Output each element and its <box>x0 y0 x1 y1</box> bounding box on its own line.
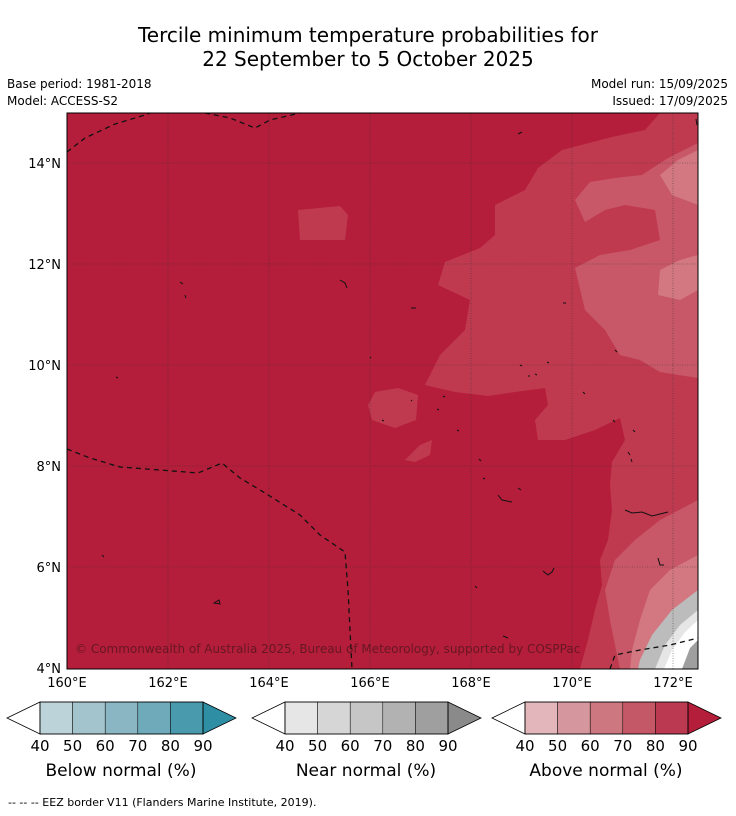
colorbar-above: 40 50 60 70 80 90 <box>491 701 722 755</box>
colorbar-above-segment <box>589 701 624 735</box>
lon-label-162e: 162°E <box>148 676 188 691</box>
lon-label-166e: 166°E <box>350 676 390 691</box>
model-name: Model: ACCESS-S2 <box>7 94 119 108</box>
near-normal-stripe <box>682 640 698 669</box>
lon-label-172e: 172°E <box>653 676 693 691</box>
above-normal-label: Above normal (%) <box>529 761 683 781</box>
gridlines <box>67 113 698 669</box>
lat-label-6n: 6°N <box>37 561 62 576</box>
colorbar-near-tick: 40 <box>275 737 294 755</box>
patch-80-central <box>368 388 418 428</box>
colorbar-near-tick: 90 <box>438 737 457 755</box>
colorbar-near-tick: 70 <box>373 737 392 755</box>
colorbar-below-segment <box>72 701 106 735</box>
patch-80-small <box>405 440 432 462</box>
model-run: Model run: 15/09/2025 <box>590 77 728 91</box>
colorbar-below-tick: 80 <box>161 737 180 755</box>
lat-label-14n: 14°N <box>28 157 61 172</box>
colorbar-below-segment <box>137 701 171 735</box>
colorbar-near-segment <box>382 701 416 735</box>
colorbar-below: 40 50 60 70 80 90 <box>6 701 237 755</box>
colorbar-below-segment <box>39 701 73 735</box>
colorbar-below-segment <box>104 701 139 735</box>
colorbar-near-segment <box>415 701 449 735</box>
base-period: Base period: 1981-2018 <box>7 77 152 91</box>
colorbar-above-tick: 70 <box>613 737 632 755</box>
near-normal-label: Near normal (%) <box>295 761 437 781</box>
lon-label-168e: 168°E <box>451 676 491 691</box>
colorbar-below-frame <box>39 701 204 735</box>
colorbar-above-frame <box>524 701 689 735</box>
colorbar-below-under <box>6 701 41 735</box>
colorbar-below-tick: 40 <box>30 737 49 755</box>
lon-label-170e: 170°E <box>552 676 592 691</box>
colorbar-above-segment <box>524 701 558 735</box>
colorbar-above-tick: 60 <box>581 737 600 755</box>
colorbar-below-tick: 50 <box>63 737 82 755</box>
lat-labels: 14°N 12°N 10°N 8°N 6°N 4°N <box>28 157 61 677</box>
islands <box>101 118 698 639</box>
colorbar-above-tick: 90 <box>678 737 697 755</box>
colorbar-near-frame <box>284 701 449 735</box>
colorbar-near-segment <box>317 701 351 735</box>
map-area <box>67 113 698 669</box>
below-normal-label: Below normal (%) <box>45 761 197 781</box>
colorbar-near-over <box>447 701 482 735</box>
colorbar-above-segment <box>655 701 689 735</box>
lat-label-8n: 8°N <box>37 460 62 475</box>
title-line-1: Tercile minimum temperature probabilitie… <box>137 23 599 47</box>
lon-label-160e: 160°E <box>47 676 87 691</box>
colorbar-below-segment <box>170 701 204 735</box>
colorbar-above-segment <box>557 701 591 735</box>
contour-60 <box>630 150 698 669</box>
colorbar-above-tick: 80 <box>646 737 665 755</box>
colorbar-near-tick: 80 <box>406 737 425 755</box>
colorbar-above-under <box>491 701 526 735</box>
lat-label-12n: 12°N <box>28 258 61 273</box>
issued-date: Issued: 17/09/2025 <box>612 94 728 108</box>
colorbar-below-over <box>202 701 237 735</box>
eez-footnote: -- -- -- EEZ border V11 (Flanders Marine… <box>8 796 317 809</box>
colorbars: 40 50 60 70 80 90 40 50 60 70 80 90 40 50 60 70 80 90 <box>6 701 722 755</box>
colorbar-above-segment <box>622 701 656 735</box>
title-line-2: 22 September to 5 October 2025 <box>202 47 534 71</box>
colorbar-above-over <box>687 701 722 735</box>
colorbar-near-under <box>251 701 286 735</box>
copyright-text: © Commonwealth of Australia 2025, Bureau… <box>75 642 580 656</box>
lon-label-164e: 164°E <box>249 676 289 691</box>
colorbar-near: 40 50 60 70 80 90 <box>251 701 482 755</box>
colorbar-near-tick: 60 <box>341 737 360 755</box>
map-frame <box>66 112 699 670</box>
patch-80-north <box>298 206 348 240</box>
lat-label-10n: 10°N <box>28 359 61 374</box>
lon-labels: 160°E 162°E 164°E 166°E 168°E 170°E 172°… <box>47 676 693 691</box>
lat-label-4n: 4°N <box>37 662 62 677</box>
colorbar-below-tick: 70 <box>128 737 147 755</box>
colorbar-above-tick: 50 <box>548 737 567 755</box>
colorbar-near-segment <box>284 701 318 735</box>
colorbar-below-tick: 60 <box>96 737 115 755</box>
eez-borders <box>67 113 698 669</box>
colorbar-near-segment <box>349 701 384 735</box>
colorbar-above-tick: 40 <box>515 737 534 755</box>
colorbar-below-tick: 90 <box>193 737 212 755</box>
colorbar-near-tick: 50 <box>308 737 327 755</box>
